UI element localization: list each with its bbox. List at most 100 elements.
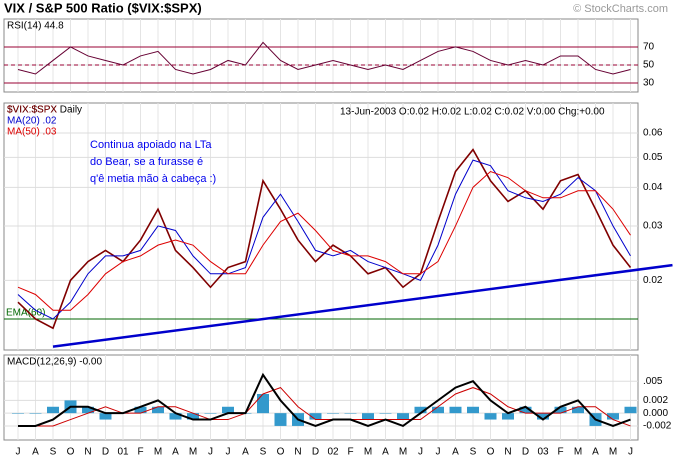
histogram-bar: [502, 413, 514, 420]
legend-entry: $VIX:$SPX: [7, 105, 57, 116]
x-tick-label: J: [436, 447, 441, 458]
histogram-bar: [29, 413, 42, 414]
x-tick-label: J: [16, 447, 21, 458]
histogram-bar: [362, 413, 374, 420]
y-tick-label: .005: [643, 376, 663, 387]
histogram-bar: [169, 413, 182, 420]
histogram-bar: [257, 393, 269, 414]
histogram-bar: [204, 413, 217, 414]
histogram-bar: [607, 413, 619, 420]
x-tick-label: A: [592, 447, 599, 458]
y-tick-label: 0.002: [643, 395, 668, 406]
x-tick-label: A: [242, 447, 249, 458]
legend-entry: MA(20) .02: [7, 116, 57, 127]
histogram-bar: [327, 413, 339, 414]
x-tick-label: M: [399, 447, 407, 458]
histogram-bar: [187, 413, 199, 420]
histogram-bar: [554, 406, 567, 414]
histogram-bar: [397, 413, 409, 420]
x-tick-label: O: [487, 447, 495, 458]
histogram-bar: [99, 413, 112, 420]
chart-title: VIX / S&P 500 Ratio ($VIX:$SPX): [4, 0, 202, 15]
histogram-bar: [82, 406, 94, 414]
signal-line: [18, 387, 631, 427]
x-tick-label: N: [504, 447, 511, 458]
annotation: q'ê metia mão à cabeça :): [90, 173, 216, 185]
histogram-bar: [344, 413, 357, 414]
histogram-bar: [624, 406, 637, 414]
x-tick-label: M: [609, 447, 617, 458]
annotation: Continua apoiado na LTa: [90, 139, 212, 151]
histogram-bar: [222, 406, 234, 414]
y-tick-label: 0.03: [643, 221, 663, 232]
x-tick-label: J: [418, 447, 423, 458]
y-tick-label: 0.000: [643, 408, 668, 419]
histogram-bar: [432, 406, 444, 414]
panel-label: RSI(14) 44.8: [7, 21, 64, 32]
x-tick-label: S: [470, 447, 477, 458]
histogram-bar: [519, 406, 532, 414]
histogram-bar: [134, 406, 147, 414]
ema-label: EMA(60): [6, 308, 45, 319]
histogram-bar: [484, 413, 497, 420]
x-tick-label: A: [172, 447, 179, 458]
x-tick-label: F: [347, 447, 353, 458]
y-tick-label: 50: [643, 60, 655, 71]
watermark: © StockCharts.com: [573, 3, 668, 15]
x-tick-label: F: [137, 447, 143, 458]
x-tick-label: 03: [537, 447, 549, 458]
x-tick-label: A: [32, 447, 39, 458]
panel: [3, 102, 639, 351]
panel-label: $VIX:$SPX Daily: [7, 105, 82, 116]
info: 13-Jun-2003 O:0.02 H:0.02 L:0.02 C:0.02 …: [340, 107, 605, 118]
x-tick-label: 02: [327, 447, 339, 458]
x-tick-label: J: [226, 447, 231, 458]
y-tick-label: 70: [643, 42, 655, 53]
histogram-bar: [274, 413, 287, 426]
histogram-bar: [152, 406, 164, 414]
x-tick-label: D: [312, 447, 319, 458]
y-tick-label: -0.002: [643, 421, 672, 432]
histogram-bar: [379, 413, 392, 414]
x-tick-label: A: [382, 447, 389, 458]
histogram-bar: [537, 413, 549, 420]
histogram-bar: [449, 406, 462, 414]
histogram-bar: [47, 406, 59, 414]
x-tick-label: M: [189, 447, 197, 458]
ma-line: [17, 159, 631, 320]
y-tick-label: 30: [643, 78, 655, 89]
x-tick-label: 01: [117, 447, 129, 458]
histogram-bar: [309, 413, 322, 420]
x-tick-label: O: [67, 447, 75, 458]
x-tick-label: M: [574, 447, 582, 458]
trend-line: [52, 263, 673, 348]
histogram-bar: [572, 406, 584, 414]
x-tick-label: D: [522, 447, 529, 458]
x-tick-label: J: [208, 447, 213, 458]
x-tick-label: S: [50, 447, 57, 458]
macd-line: [18, 372, 631, 428]
x-tick-label: N: [84, 447, 91, 458]
y-tick-label: 0.05: [643, 152, 663, 163]
x-tick-label: S: [260, 447, 267, 458]
histogram-bar: [467, 406, 479, 414]
x-tick-label: M: [364, 447, 372, 458]
panel-label: MACD(12,26,9) -0.00: [7, 357, 102, 368]
y-tick-label: 0.04: [643, 182, 663, 193]
legend-entry: MA(50) .03: [7, 127, 57, 138]
y-tick-label: 0.06: [643, 128, 663, 139]
x-tick-label: F: [557, 447, 563, 458]
x-tick-label: O: [277, 447, 285, 458]
x-tick-label: J: [628, 447, 633, 458]
panel: [3, 18, 639, 93]
x-tick-label: N: [294, 447, 301, 458]
histogram-bar: [12, 413, 24, 414]
x-tick-label: M: [154, 447, 162, 458]
annotation: do Bear, se a furasse é: [90, 156, 203, 168]
y-tick-label: 0.02: [643, 275, 663, 286]
ma-line: [17, 170, 631, 311]
histogram-bar: [414, 406, 427, 414]
rsi-line: [17, 41, 631, 75]
x-tick-label: D: [102, 447, 109, 458]
